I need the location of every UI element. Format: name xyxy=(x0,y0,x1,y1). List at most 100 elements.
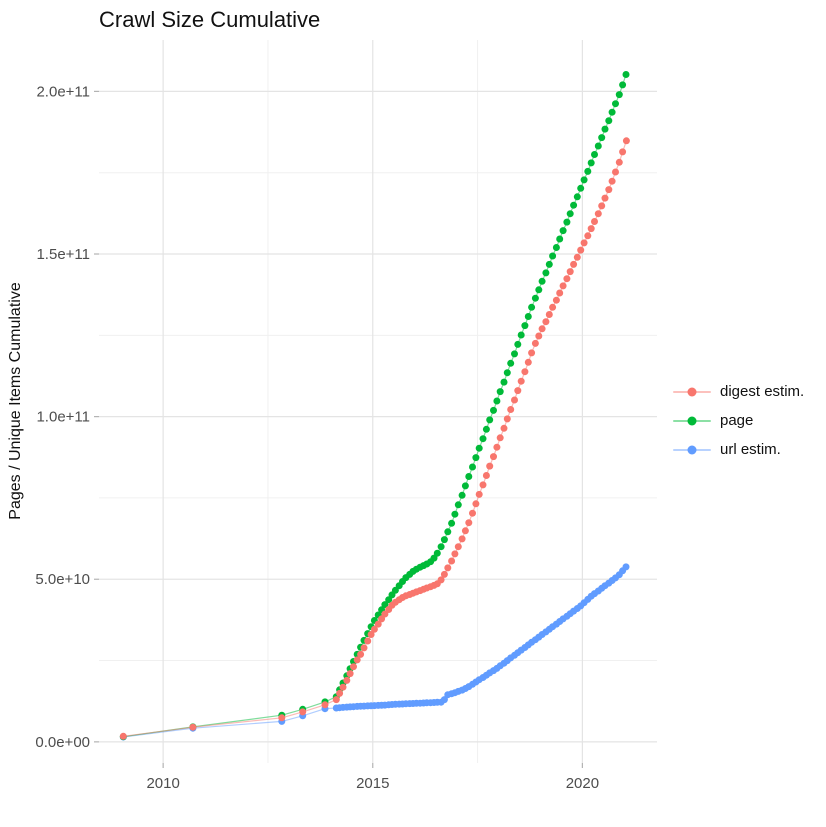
data-point-page xyxy=(531,294,539,302)
data-point-digest-estim xyxy=(598,202,606,210)
data-point-digest-estim xyxy=(364,637,372,645)
series-line-page xyxy=(123,74,627,738)
data-point-digest-estim xyxy=(601,194,609,202)
data-point-page xyxy=(507,359,515,367)
data-point-digest-estim xyxy=(469,509,476,517)
y-axis-tick-label: 2.0e+11 xyxy=(36,83,90,100)
data-point-page xyxy=(584,167,592,175)
data-point-page xyxy=(591,151,598,158)
data-point-page xyxy=(465,473,473,480)
data-point-digest-estim xyxy=(482,472,490,479)
legend-key-url-estim xyxy=(673,443,711,457)
data-point-digest-estim xyxy=(524,358,532,366)
data-point-page xyxy=(549,252,557,260)
data-point-page xyxy=(601,125,609,133)
legend-point-icon xyxy=(687,445,697,454)
y-axis-tick-label: 0.0e+00 xyxy=(35,734,90,751)
data-point-page xyxy=(454,501,462,509)
data-point-digest-estim xyxy=(549,303,557,311)
data-point-digest-estim xyxy=(545,311,553,318)
data-point-digest-estim xyxy=(357,650,365,658)
data-point-digest-estim xyxy=(559,282,567,290)
data-point-digest-estim xyxy=(437,576,445,584)
data-point-digest-estim xyxy=(278,714,286,722)
data-point-page xyxy=(542,269,550,277)
data-point-page xyxy=(500,378,508,386)
data-point-page xyxy=(605,117,613,125)
data-point-digest-estim xyxy=(538,325,546,333)
data-point-digest-estim xyxy=(507,406,515,413)
data-point-page xyxy=(521,322,529,330)
data-point-digest-estim xyxy=(556,289,564,297)
data-point-page xyxy=(580,176,588,184)
data-point-digest-estim xyxy=(339,683,347,691)
data-point-digest-estim xyxy=(350,663,357,671)
data-point-digest-estim xyxy=(465,519,473,527)
data-point-digest-estim xyxy=(486,462,494,470)
data-point-page xyxy=(573,193,581,201)
data-point-page xyxy=(493,397,501,405)
data-point-page xyxy=(440,536,448,544)
data-point-digest-estim xyxy=(535,332,543,340)
data-point-page xyxy=(490,406,497,414)
data-point-page xyxy=(433,549,441,557)
data-point-digest-estim xyxy=(531,339,539,347)
data-point-digest-estim xyxy=(299,708,307,716)
data-point-digest-estim xyxy=(584,232,592,240)
data-point-digest-estim xyxy=(605,186,613,194)
data-point-page xyxy=(458,491,466,499)
data-point-page xyxy=(461,482,469,490)
legend-label: url estim. xyxy=(720,441,781,458)
data-point-digest-estim xyxy=(591,218,598,225)
data-point-page xyxy=(514,340,522,348)
legend: digest estim. page url estim. xyxy=(673,377,804,464)
data-point-page xyxy=(511,350,518,358)
data-point-digest-estim xyxy=(514,387,522,395)
y-axis-title: Pages / Unique Items Cumulative xyxy=(7,282,24,520)
data-point-digest-estim xyxy=(566,268,574,276)
legend-label: digest estim. xyxy=(720,383,805,400)
legend-label: page xyxy=(720,412,754,429)
data-point-page xyxy=(619,81,627,89)
x-axis-tick-label: 2020 xyxy=(566,775,599,792)
data-point-page xyxy=(503,369,511,377)
data-point-digest-estim xyxy=(374,620,382,628)
data-point-digest-estim xyxy=(454,543,462,551)
data-point-digest-estim xyxy=(612,168,619,176)
data-point-digest-estim xyxy=(332,696,340,704)
data-point-digest-estim xyxy=(472,500,480,508)
data-point-digest-estim xyxy=(552,296,560,304)
data-point-digest-estim xyxy=(521,368,529,376)
data-point-digest-estim xyxy=(500,424,508,432)
chart-title: Crawl Size Cumulative xyxy=(99,7,321,32)
series-line-digest-estim xyxy=(123,140,627,737)
data-point-url-estim xyxy=(622,563,630,571)
data-point-digest-estim xyxy=(528,349,536,357)
data-point-page xyxy=(622,71,630,78)
data-point-page xyxy=(479,435,487,443)
data-point-page xyxy=(535,286,543,294)
data-point-page xyxy=(496,388,504,396)
data-point-digest-estim xyxy=(367,631,375,638)
data-point-page xyxy=(556,235,564,243)
data-point-digest-estim xyxy=(360,644,368,652)
data-point-page xyxy=(577,184,585,192)
y-axis-tick-label: 1.0e+11 xyxy=(36,409,90,426)
data-point-digest-estim xyxy=(608,177,616,185)
data-point-page xyxy=(472,454,480,462)
data-point-page xyxy=(517,331,525,339)
data-point-digest-estim xyxy=(119,732,127,740)
data-point-digest-estim xyxy=(577,246,585,254)
data-point-digest-estim xyxy=(370,625,378,633)
data-point-digest-estim xyxy=(570,260,578,268)
data-point-digest-estim xyxy=(490,453,497,461)
data-point-page xyxy=(437,543,445,551)
data-point-page xyxy=(559,227,567,235)
data-point-page xyxy=(598,134,606,142)
data-point-page xyxy=(391,586,399,594)
data-point-digest-estim xyxy=(451,550,459,558)
data-point-page xyxy=(528,303,536,311)
data-point-page xyxy=(475,444,483,452)
data-point-digest-estim xyxy=(587,225,595,233)
data-point-page xyxy=(608,108,616,116)
